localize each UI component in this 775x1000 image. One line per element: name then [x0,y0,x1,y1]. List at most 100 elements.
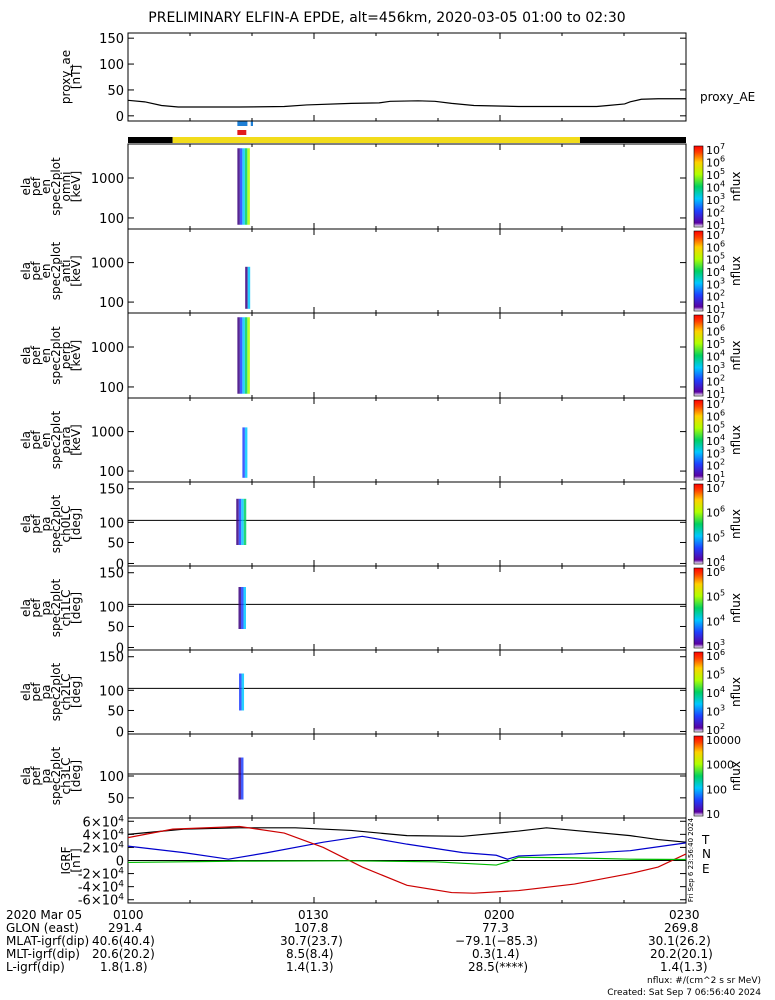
y-axis-label: [deg] [69,592,83,624]
spectrogram-column [238,587,241,629]
colorbar-tick-label: 102 [706,289,725,304]
colorbar-label: nflux [729,761,743,791]
y-axis-label: pef [29,261,43,281]
colorbar-tick-label: 105 [706,421,725,436]
y-axis-label: pa [39,685,53,700]
mlat-value: 40.6(40.4) [92,934,155,948]
glon-value: 269.8 [664,921,699,935]
y-axis-label: spec2plot [49,326,63,385]
series-line-t [127,827,687,843]
y-tick-label: 100 [99,600,124,615]
y-axis-label: ch1LC [59,590,73,627]
panel-perp [127,312,704,399]
colorbar-label: nflux [729,677,743,707]
y-axis-label: pef [29,682,43,702]
y-tick-label: 50 [107,792,124,807]
spectrogram-column [237,317,240,394]
colorbar-label: nflux [729,172,743,202]
y-axis-label: [keV] [69,255,83,286]
panel-frame [127,733,687,819]
lshell-value: 28.5(****) [468,960,529,974]
y-tick-label: 50 [107,84,124,99]
panel-frame [127,397,687,483]
spectrogram-column [247,148,250,225]
colorbar-label: nflux [729,509,743,539]
colorbar-tick-label: 104 [706,180,725,195]
colorbar-tick-label: 105 [706,529,725,544]
spectrogram-column [244,427,248,478]
spectrogram-column [243,498,247,545]
spectrogram-column [239,148,243,225]
y-axis-label: ch2LC [59,674,73,711]
orbit-marker [250,121,253,126]
spectrogram-column [242,148,245,225]
y-axis-label: [deg] [69,676,83,708]
glon-value: 291.4 [108,921,143,935]
y-axis-label: ela [19,262,33,280]
y-axis-label: [nT] [69,848,83,872]
colorbar-tick-label: 106 [706,239,725,254]
y-tick-label: 2×104 [83,840,125,856]
y-axis-label: anti [59,260,73,283]
y-tick-label: 150 [99,483,124,498]
colorbar-tick-label: 105 [706,252,725,267]
panel-frame [127,228,687,314]
spectrogram-column [239,673,242,711]
panel-frame [127,143,687,230]
y-axis-label: para [59,426,73,453]
lshell-value: 1.4(1.3) [286,960,334,974]
y-axis-label: [keV] [69,171,83,202]
mlat-value: 30.1(26.2) [648,934,711,948]
y-tick-label: 0 [116,557,124,572]
y-tick-label: 1000 [91,426,124,441]
spectrogram-column [244,317,248,394]
colorbar-label: nflux [729,425,743,455]
series-line-n [127,835,687,860]
y-axis-label: ela [19,431,33,449]
panel-proxy_ae [127,32,687,122]
row-label: MLAT-igrf(dip) [6,934,90,948]
lshell-value: 1.8(1.8) [100,960,148,974]
y-tick-label: 50 [107,704,124,719]
series-label: proxy_AE [700,90,755,104]
y-axis-label: ela [19,515,33,533]
y-axis-label: ch0LC [59,506,73,543]
y-tick-label: -4×104 [78,880,124,896]
y-axis-label: pef [29,176,43,196]
colorbar-tick-label: 103 [706,276,725,291]
colorbar-tick-label: 106 [706,564,725,579]
colorbar-tick-label: 105 [706,336,725,351]
y-tick-label: 1000 [91,172,124,187]
y-axis-label: IGRF [59,846,73,874]
panel-omni [127,143,704,230]
spectrogram-column [242,317,245,394]
colorbar-tick-label: 104 [706,554,725,569]
panel-frame [127,32,687,122]
colorbar-tick-label: 107 [706,311,725,326]
series-line-proxy_ae [127,98,686,108]
colorbar-tick-label: 103 [706,192,725,207]
spectrogram-column [243,587,246,629]
colorbar [693,314,704,397]
time-0130: 0130 [298,908,329,922]
y-axis-label: spec2plot [49,241,63,300]
mlt-value: 20.2(20.1) [650,947,713,961]
colorbar-tick-label: 103 [706,704,725,719]
y-axis-label: pa [39,769,53,784]
y-axis-label: omni [59,172,73,202]
created-note: Created: Sat Sep 7 06:56:40 2024 [607,988,761,998]
y-tick-label: 50 [107,620,124,635]
units-note: nflux: #/(cm^2 s sr MeV) [647,976,761,986]
colorbar [693,735,704,817]
y-axis-label: pef [29,766,43,786]
y-axis-label: spec2plot [49,410,63,469]
panel-ch3lc [127,733,704,819]
colorbar-tick-label: 105 [706,667,725,682]
mlat-value: −79.1(−85.3) [455,934,538,948]
colorbar-tick-label: 104 [706,433,725,448]
panel-frame [127,565,687,651]
y-tick-label: 150 [99,567,124,582]
series-line-e [127,825,687,894]
time-0100: 0100 [113,908,144,922]
